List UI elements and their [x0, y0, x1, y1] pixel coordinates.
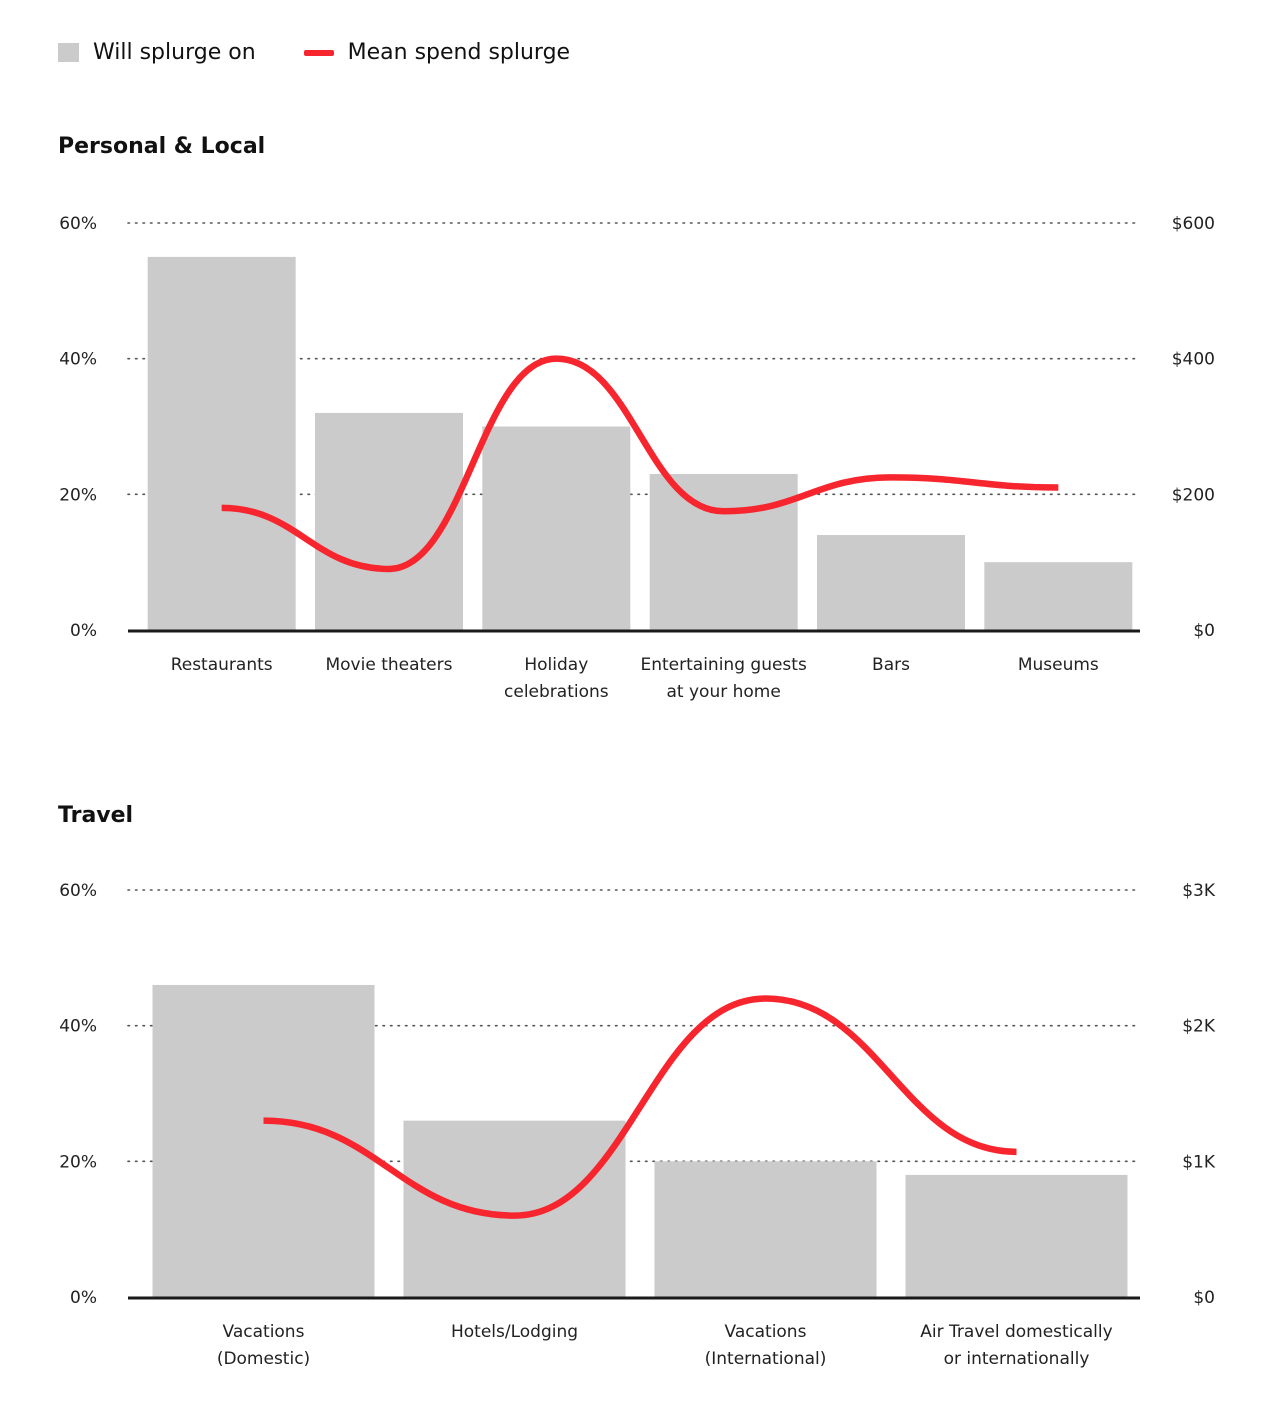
legend-item-line: Mean spend splurge [303, 40, 571, 65]
mean-spend-line [263, 995, 1017, 1219]
legend-item-bar: Will splurge on [58, 40, 256, 65]
chart-title-personal: Personal & Local [58, 134, 266, 159]
chart-personal-local: 0% $0 20% $200 40% $400 60% $600 Restaurants Movi… [59, 214, 1215, 702]
x-tick-label: Museums [1018, 655, 1099, 675]
y-tick-left: 60% [59, 214, 97, 234]
bar [482, 426, 631, 630]
bar [654, 1161, 877, 1297]
chart-title-travel: Travel [58, 803, 134, 828]
x-tick-label: Bars [872, 655, 910, 675]
y-tick-right: $2K [1182, 1017, 1216, 1037]
bar [152, 984, 375, 1297]
y-tick-right: $3K [1182, 881, 1216, 901]
y-tick-right: $600 [1172, 214, 1215, 234]
bar [147, 256, 296, 630]
bar [315, 412, 463, 630]
y-tick-left: 20% [59, 1152, 97, 1172]
y-tick-left: 40% [59, 350, 97, 370]
x-tick-label: Vacations (Domestic) [217, 1322, 310, 1369]
legend-bar-swatch [58, 43, 79, 62]
bar [649, 473, 798, 630]
mean-spend-line [221, 355, 1059, 573]
y-tick-right: $400 [1172, 350, 1215, 370]
y-tick-right: $0 [1193, 1288, 1215, 1308]
legend-bar-label: Will splurge on [93, 40, 256, 65]
x-tick-label: Air Travel domestically or internationall… [920, 1322, 1112, 1369]
bar [984, 562, 1133, 630]
y-tick-right: $0 [1193, 621, 1215, 641]
y-tick-left: 60% [59, 881, 97, 901]
bar [403, 1120, 626, 1297]
bar [817, 535, 965, 630]
x-tick-label: Vacations (International) [705, 1322, 827, 1369]
chart-legend: Will splurge on Mean spend splurge [58, 40, 618, 65]
y-tick-left: 40% [59, 1017, 97, 1037]
y-tick-left: 20% [59, 485, 97, 505]
y-tick-left: 0% [70, 1288, 97, 1308]
x-tick-label: Hotels/Lodging [451, 1322, 578, 1342]
legend-line-swatch [303, 49, 334, 56]
y-tick-right: $200 [1172, 485, 1215, 505]
x-tick-label: Entertaining guests at your home [641, 655, 807, 702]
y-tick-left: 0% [70, 621, 97, 641]
y-tick-right: $1K [1182, 1152, 1216, 1172]
x-tick-label: Restaurants [171, 655, 273, 675]
x-tick-label: Holiday celebrations [504, 655, 609, 702]
x-tick-label: Movie theaters [325, 655, 452, 675]
bar [905, 1174, 1128, 1297]
legend-line-label: Mean spend splurge [347, 40, 571, 65]
